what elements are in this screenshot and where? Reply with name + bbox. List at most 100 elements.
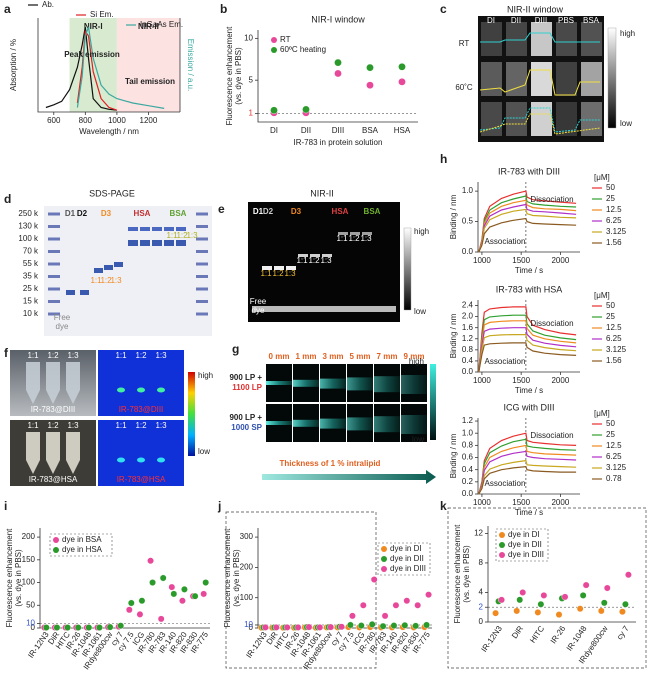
legend-swatch	[381, 556, 387, 562]
chart-title: IR-783 with DIII	[498, 166, 560, 176]
lane-label: D2	[263, 207, 274, 216]
beam	[293, 379, 319, 387]
y-axis-label: Binding / nm	[449, 313, 458, 358]
image-block	[531, 102, 552, 136]
data-point	[625, 571, 632, 579]
data-point	[390, 622, 398, 629]
y-tick-label: 50	[26, 600, 35, 609]
y-tick-label: 10	[244, 33, 253, 42]
data-point	[334, 58, 342, 67]
data-point	[74, 624, 82, 631]
ratio-label: 1:3	[67, 351, 79, 360]
series-line	[76, 29, 118, 111]
legend-label: 50	[606, 419, 615, 428]
legend-label: 6.25	[606, 452, 622, 461]
x-tick-label: 2000	[551, 256, 569, 265]
legend-label: dye in DII	[508, 540, 542, 549]
data-point	[302, 105, 310, 114]
image-block	[556, 62, 577, 96]
ratio-label: 1:3	[320, 256, 332, 265]
data-point	[283, 623, 291, 631]
legend-label: dye in DI	[508, 530, 540, 539]
band	[286, 266, 296, 270]
data-point	[159, 574, 167, 582]
ratio-label: 1:2	[348, 234, 360, 243]
legend-label: InGaAs Em.	[140, 20, 183, 29]
band	[48, 225, 60, 228]
thickness-label: 7 mm	[377, 352, 398, 361]
annotation: Association	[485, 479, 526, 488]
panel-title: NIR-II window	[507, 4, 564, 14]
colorbar	[607, 27, 617, 129]
y-tick-label: 300	[240, 532, 254, 541]
x-tick-label: 600	[47, 116, 61, 125]
data-point	[498, 596, 505, 604]
legend-label: 6.25	[606, 216, 622, 225]
band	[164, 240, 174, 246]
legend-label: 3.125	[606, 227, 627, 236]
ladder-label: 100 k	[18, 234, 39, 243]
beam	[266, 421, 292, 425]
image-block	[581, 22, 602, 56]
y-tick-label: 0	[479, 617, 484, 626]
y-tick-label: 2.4	[462, 301, 474, 310]
region-label: NIR-II	[138, 22, 159, 31]
y-tick-label: 200	[22, 532, 36, 541]
lane-label: BSA	[364, 207, 381, 216]
sample-label: IR-783@HSA	[117, 475, 166, 484]
data-point	[582, 581, 590, 589]
ladder-label: 10 k	[23, 309, 39, 318]
ratio-label: 1:1	[115, 421, 127, 430]
legend-swatch	[499, 552, 505, 558]
caption: Thickness of 1 % intralipid	[280, 459, 381, 468]
y-tick-label: 0	[249, 623, 254, 632]
series-line	[45, 26, 117, 111]
panel-letter: b	[220, 2, 227, 16]
data-point	[398, 63, 406, 71]
colorbar	[403, 227, 412, 311]
free-label: dye	[252, 306, 265, 315]
data-point	[555, 611, 563, 619]
y-tick-label: 8	[479, 558, 484, 567]
band	[94, 268, 103, 273]
band	[152, 240, 162, 246]
data-point	[117, 622, 125, 630]
sample-label: IR-783@HSA	[29, 475, 78, 484]
profile-line	[480, 32, 600, 43]
y-tick-label: 0.4	[462, 356, 474, 365]
data-point	[492, 609, 499, 617]
data-point	[537, 600, 545, 608]
x-axis-label: Time / s	[515, 266, 543, 275]
data-point	[540, 592, 548, 599]
y-tick-label: 10	[26, 619, 35, 628]
gel-image	[248, 202, 400, 322]
legend-label: 25	[606, 430, 615, 439]
free-label: Free	[250, 297, 267, 306]
y-axis-label: Fluorescence enhancement	[5, 528, 14, 628]
band	[48, 287, 60, 291]
beam	[374, 416, 400, 433]
legend-title: [μM]	[594, 409, 610, 418]
data-point	[168, 583, 176, 591]
lane-label: D3	[101, 209, 112, 218]
data-point	[85, 624, 93, 631]
ratio-label: 1:1	[27, 351, 39, 360]
data-point	[401, 621, 409, 629]
legend-label: 0.78	[606, 474, 622, 483]
band	[322, 254, 332, 257]
data-point	[64, 624, 71, 631]
data-point	[398, 78, 406, 86]
data-point	[138, 597, 146, 605]
data-point	[603, 584, 611, 592]
scale-label: high	[409, 357, 424, 366]
legend-swatch	[53, 547, 59, 553]
data-point	[414, 601, 422, 609]
ratio-label: 1:2	[135, 351, 147, 360]
legend-swatch	[499, 542, 505, 548]
data-point	[272, 623, 280, 631]
tube	[66, 432, 80, 474]
lane-label: BSA	[170, 209, 187, 218]
legend-box	[49, 533, 113, 557]
band	[310, 254, 320, 257]
legend-label: 25	[606, 194, 615, 203]
